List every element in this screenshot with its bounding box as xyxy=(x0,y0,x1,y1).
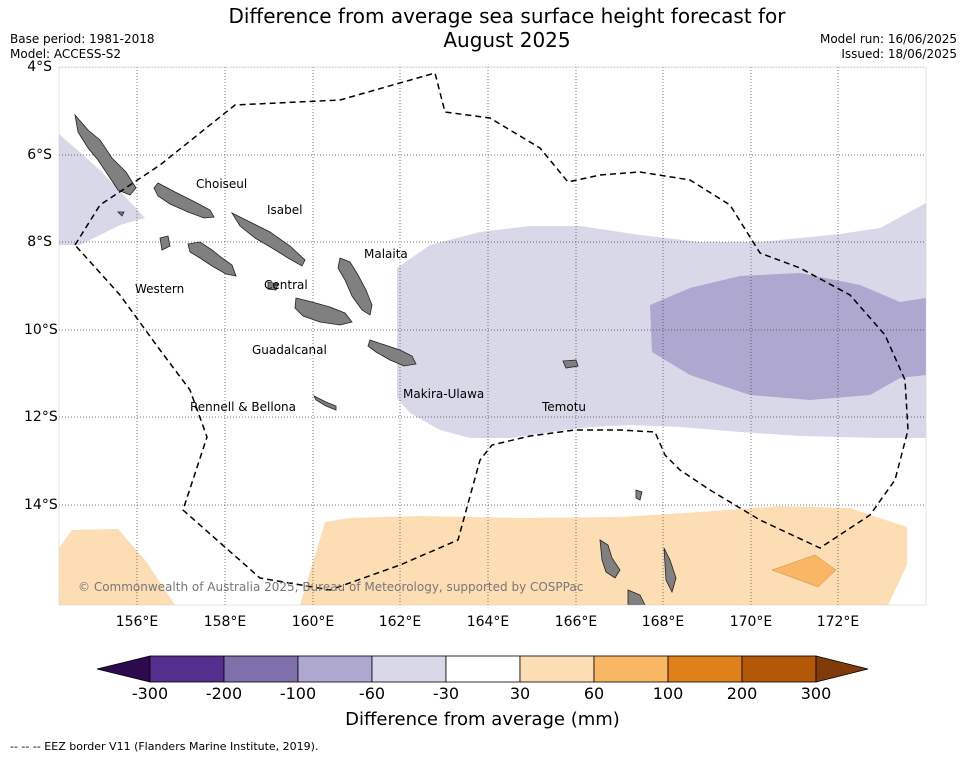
anomaly-core-east xyxy=(650,273,926,400)
lat-label-10s: 10°S xyxy=(24,322,58,338)
colorbar-segment-8 xyxy=(741,655,817,683)
island-central xyxy=(267,281,279,291)
eez-legend-footnote: -- -- -- EEZ border V11 (Flanders Marine… xyxy=(10,740,319,753)
island-malaita xyxy=(337,257,373,316)
colorbar-segment-5 xyxy=(519,655,595,683)
island-vanuatu-mid xyxy=(627,589,646,605)
colorbar-tick-4: -30 xyxy=(432,684,460,703)
gridlines xyxy=(59,67,926,605)
colorbar-tick-3: -60 xyxy=(358,684,386,703)
lat-label-8s: 8°S xyxy=(27,234,52,250)
title-line-1: Difference from average sea surface heig… xyxy=(228,4,786,28)
province-label-malaita: Malaita xyxy=(364,247,408,261)
lon-label-164e: 164°E xyxy=(466,614,510,630)
island-isabel xyxy=(230,212,306,267)
province-label-guadalcanal: Guadalcanal xyxy=(252,343,327,357)
anomaly-positive-south xyxy=(59,529,175,605)
lon-label-166e: 166°E xyxy=(554,614,598,630)
island-new-georgia xyxy=(187,241,237,277)
colorbar-tick-5: 30 xyxy=(509,684,531,703)
copyright-notice: © Commonwealth of Australia 2025, Bureau… xyxy=(78,580,584,594)
island-shortland xyxy=(117,211,125,217)
lon-label-156e: 156°E xyxy=(115,614,159,630)
colorbar-tick-9: 300 xyxy=(800,684,832,703)
province-label-temotu: Temotu xyxy=(542,400,587,414)
colorbar-tick-6: 60 xyxy=(583,684,605,703)
lat-label-4s: 4°S xyxy=(27,59,52,75)
chart-title: Difference from average sea surface heig… xyxy=(0,4,965,52)
colorbar-segment-1 xyxy=(223,655,299,683)
province-label-western: Western xyxy=(135,282,185,296)
colorbar-segment-3 xyxy=(371,655,447,683)
colorbar-segment-6 xyxy=(593,655,669,683)
lon-label-172e: 172°E xyxy=(816,614,860,630)
run-info: Model run: 16/06/2025 Issued: 18/06/2025 xyxy=(820,32,957,62)
island-vella xyxy=(159,235,171,251)
eez-border xyxy=(74,72,909,591)
island-bougainville xyxy=(74,113,137,196)
colorbar-under-arrow xyxy=(96,655,151,683)
model-name: Model: ACCESS-S2 xyxy=(10,47,122,61)
model-info: Base period: 1981-2018 Model: ACCESS-S2 xyxy=(10,32,155,62)
anomaly-positive-core xyxy=(771,554,837,588)
anomaly-region-west xyxy=(59,134,145,245)
island-guadalcanal xyxy=(294,297,353,326)
lat-label-14s: 14°S xyxy=(24,497,58,513)
colorbar-label: Difference from average (mm) xyxy=(345,709,620,730)
province-label-makira-ulawa: Makira-Ulawa xyxy=(403,387,485,401)
colorbar xyxy=(96,655,869,683)
island-choiseul xyxy=(153,182,215,219)
lon-label-170e: 170°E xyxy=(729,614,773,630)
land-masses xyxy=(74,113,677,605)
lat-label-6s: 6°S xyxy=(27,147,52,163)
province-label-rennell-bellona: Rennell & Bellona xyxy=(190,400,297,414)
colorbar-segment-0 xyxy=(149,655,225,683)
island-vanuatu-north xyxy=(599,539,621,579)
colorbar-tick-7: 100 xyxy=(652,684,684,703)
colorbar-segment-2 xyxy=(297,655,373,683)
lon-label-168e: 168°E xyxy=(641,614,685,630)
colorbar-segment-7 xyxy=(667,655,743,683)
colorbar-tick-1: -200 xyxy=(205,684,243,703)
lon-label-160e: 160°E xyxy=(291,614,335,630)
island-makira xyxy=(367,339,417,367)
map-frame xyxy=(58,66,927,606)
lat-label-12s: 12°S xyxy=(24,409,58,425)
province-label-isabel: Isabel xyxy=(267,203,303,217)
base-period: Base period: 1981-2018 xyxy=(10,32,155,46)
lon-label-158e: 158°E xyxy=(203,614,247,630)
colorbar-tick-0: -300 xyxy=(131,684,169,703)
model-run-date: Model run: 16/06/2025 xyxy=(819,32,957,46)
island-rennell xyxy=(313,395,337,411)
lon-label-162e: 162°E xyxy=(378,614,422,630)
title-line-2: August 2025 xyxy=(443,28,571,52)
island-santa-cruz xyxy=(562,359,579,369)
colorbar-segments xyxy=(149,655,817,683)
issued-date: Issued: 18/06/2025 xyxy=(841,47,957,61)
colorbar-tick-8: 200 xyxy=(726,684,758,703)
province-label-choiseul: Choiseul xyxy=(196,177,248,191)
colorbar-segment-4 xyxy=(445,655,521,683)
island-torres xyxy=(635,489,643,501)
colorbar-over-arrow xyxy=(815,655,869,683)
province-label-central: Central xyxy=(264,278,308,292)
colorbar-tick-2: -100 xyxy=(279,684,317,703)
island-vanuatu-east xyxy=(663,547,677,594)
